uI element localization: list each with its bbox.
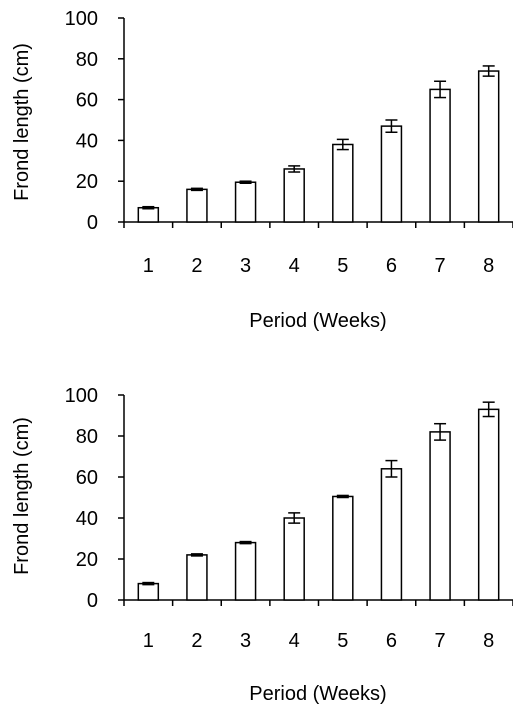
chart-top-x-tick-label: 7 <box>435 255 446 277</box>
chart-top-x-axis-title: Period (Weeks) <box>249 310 386 332</box>
chart-bottom-x-tick-label: 1 <box>143 630 154 652</box>
chart-top-bar <box>137 206 160 223</box>
chart-top-x-tick-label: 6 <box>386 255 397 277</box>
chart-top-x-tick-label: 8 <box>483 255 494 277</box>
chart-top-x-tick-label: 4 <box>289 255 300 277</box>
chart-bottom-bar <box>429 431 451 601</box>
chart-bottom-x-tick-label: 4 <box>289 630 300 652</box>
chart-bottom-x-tick-label: 5 <box>337 630 348 652</box>
chart-top-y-tick-label: 80 <box>76 49 98 71</box>
chart-top-bar <box>477 70 500 223</box>
chart-top-x-tick-label: 2 <box>191 255 202 277</box>
chart-top-bar <box>283 168 305 223</box>
chart-bottom-bar <box>234 541 257 601</box>
chart-top-bar <box>332 143 354 223</box>
chart-bottom-bar <box>283 517 305 601</box>
chart-top-y-tick-label: 20 <box>76 171 98 193</box>
chart-bottom-x-tick-label: 7 <box>435 630 446 652</box>
chart-top-bar <box>234 181 257 223</box>
chart-bottom-y-tick-label: 20 <box>76 549 98 571</box>
chart-top-y-tick-label: 100 <box>65 8 98 30</box>
chart-bottom-bar <box>477 408 500 601</box>
chart-bottom-bar <box>332 495 354 601</box>
chart-bottom-y-tick-label: 100 <box>65 385 98 407</box>
chart-top-y-tick-label: 0 <box>87 212 98 234</box>
chart-top-bar <box>186 188 208 223</box>
chart-bottom-y-axis-title: Frond length (cm) <box>11 417 33 575</box>
chart-top-y-axis-title: Frond length (cm) <box>11 43 33 201</box>
chart-top-y-tick-label: 60 <box>76 90 98 112</box>
chart-bottom-y-tick-label: 60 <box>76 467 98 489</box>
chart-bottom-x-tick-label: 8 <box>483 630 494 652</box>
chart-bottom-bar <box>380 468 403 601</box>
chart-top-x-tick-label: 1 <box>143 255 154 277</box>
chart-bottom-y-tick-label: 40 <box>76 508 98 530</box>
chart-bottom-x-axis-title: Period (Weeks) <box>249 683 386 705</box>
chart-top-y-tick-label: 40 <box>76 130 98 152</box>
chart-bottom: Period (Weeks) Frond length (cm) 0 20 40 60… <box>11 385 513 705</box>
chart-top: Period (Weeks) Frond length (cm) 0 20 40 60… <box>11 8 513 332</box>
chart-bottom-bar <box>137 582 160 601</box>
chart-bottom-y-tick-label: 0 <box>87 590 98 612</box>
chart-top-bar <box>429 88 451 223</box>
chart-bottom-bar <box>186 554 208 601</box>
chart-top-x-tick-label: 5 <box>337 255 348 277</box>
chart-bottom-x-tick-label: 6 <box>386 630 397 652</box>
chart-bottom-x-tick-label: 2 <box>191 630 202 652</box>
chart-bottom-y-tick-label: 80 <box>76 426 98 448</box>
chart-top-bar <box>380 125 403 223</box>
chart-top-x-tick-label: 3 <box>240 255 251 277</box>
chart-bottom-x-tick-label: 3 <box>240 630 251 652</box>
